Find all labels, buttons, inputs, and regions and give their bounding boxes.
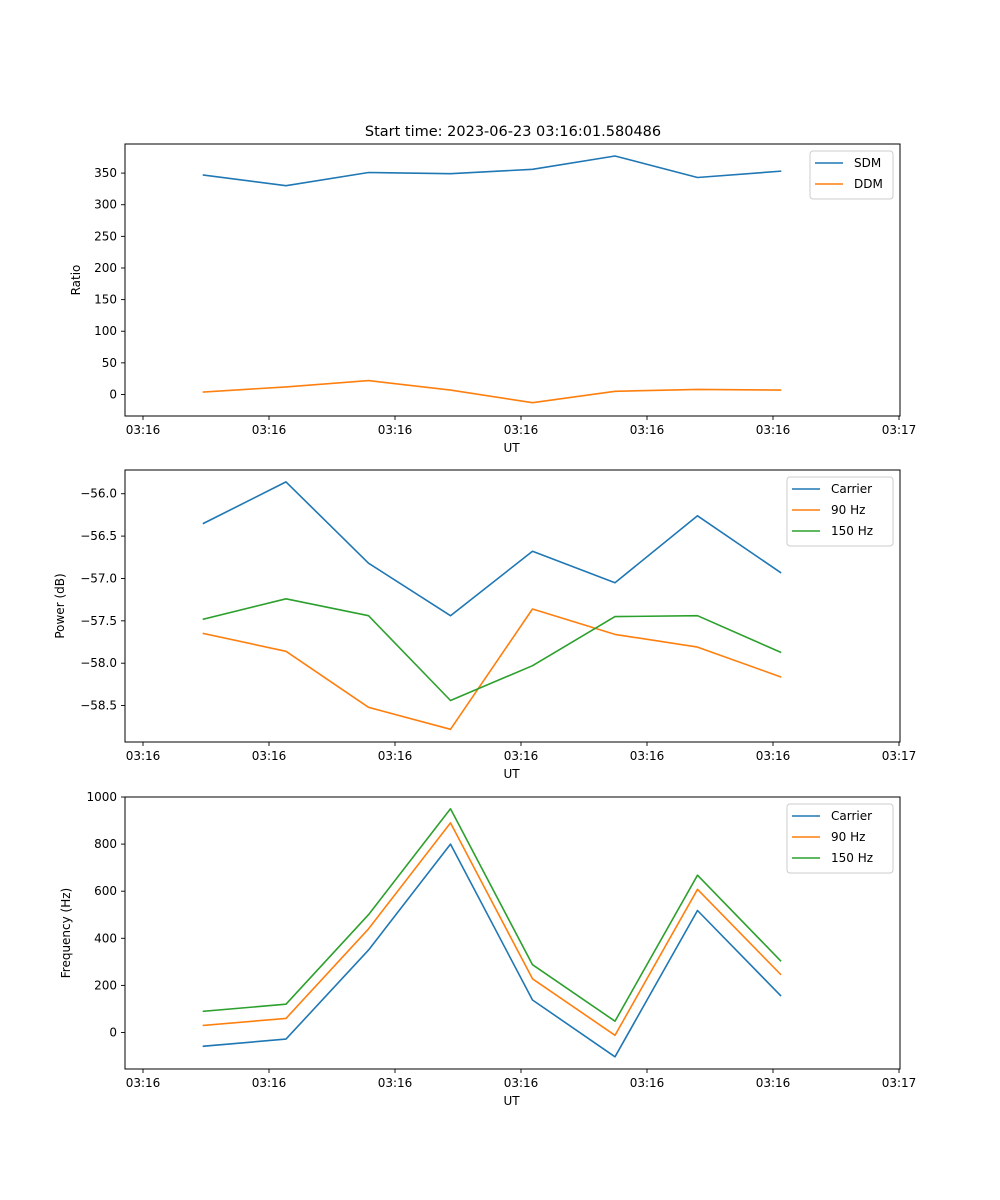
legend-label: 90 Hz	[831, 503, 865, 517]
series-line-150-hz	[202, 597, 782, 702]
x-tick-label: 03:16	[252, 423, 287, 437]
y-tick-label: −57.5	[80, 614, 117, 628]
y-tick-label: 300	[94, 198, 117, 212]
subplot-1: 0 50 100 150 200 250 300 350 03:16 03:16 03:16 03:1…	[69, 143, 917, 455]
subplot-3: 0 200 400 600 800 1000 03:16 03:16 03:16 03:16 03:…	[59, 790, 916, 1108]
legend-label: SDM	[854, 156, 881, 170]
y-tick-label: −58.0	[80, 656, 117, 670]
x-tick-label: 03:16	[126, 423, 161, 437]
x-tick-label: 03:16	[126, 1076, 161, 1090]
y-tick-label: 600	[94, 884, 117, 898]
x-tick-label: 03:16	[630, 423, 665, 437]
x-tick-label: 03:16	[504, 749, 539, 763]
legend-label: Carrier	[831, 482, 872, 496]
legend-label: 150 Hz	[831, 851, 873, 865]
series-line-90-hz	[202, 822, 782, 1037]
series-line-90-hz	[202, 608, 782, 731]
legend-box	[786, 803, 894, 874]
figure-title: Start time: 2023-06-23 03:16:01.580486	[365, 124, 661, 140]
x-tick-label: 03:16	[252, 749, 287, 763]
x-tick-label: 03:16	[756, 1076, 791, 1090]
x-tick-label: 03:16	[252, 1076, 287, 1090]
x-tick-label: 03:16	[378, 749, 413, 763]
x-tick-label: 03:16	[504, 423, 539, 437]
subplot-2: −58.5 −58.0 −57.5 −57.0 −56.5 −56.0 03:16 03:16…	[53, 469, 917, 781]
y-tick-label: −57.0	[80, 571, 117, 585]
y-tick-label: 0	[109, 1025, 117, 1039]
series-line-150-hz	[202, 807, 782, 1023]
series-line-carrier	[202, 481, 782, 617]
y-tick-label: 100	[94, 324, 117, 338]
y-tick-label: −58.5	[80, 699, 117, 713]
y-tick-label: 200	[94, 261, 117, 275]
x-axis-label: UT	[503, 441, 520, 455]
y-tick-label: 200	[94, 978, 117, 992]
legend-label: DDM	[854, 177, 883, 191]
y-tick-label: −56.0	[80, 487, 117, 501]
legend: Carrier 90 Hz 150 Hz	[786, 803, 894, 874]
x-axis-label: UT	[503, 1094, 520, 1108]
axes-frame	[124, 143, 901, 417]
legend-label: Carrier	[831, 809, 872, 823]
y-axis-label: Ratio	[69, 265, 83, 296]
axes-frame	[124, 796, 901, 1070]
x-axis-label: UT	[503, 767, 520, 781]
x-tick-label: 03:16	[630, 1076, 665, 1090]
y-tick-label: 50	[102, 356, 117, 370]
x-tick-label: 03:16	[756, 423, 791, 437]
series-line-carrier	[202, 843, 782, 1058]
x-tick-label: 03:16	[630, 749, 665, 763]
x-tick-label: 03:17	[882, 1076, 917, 1090]
legend-box	[786, 476, 894, 547]
x-tick-label: 03:16	[756, 749, 791, 763]
y-tick-label: 250	[94, 229, 117, 243]
y-axis-label: Power (dB)	[53, 573, 67, 638]
y-tick-label: 150	[94, 293, 117, 307]
legend-label: 90 Hz	[831, 830, 865, 844]
x-tick-label: 03:17	[882, 749, 917, 763]
y-tick-label: 400	[94, 931, 117, 945]
x-tick-label: 03:16	[504, 1076, 539, 1090]
series-line-ddm	[202, 379, 782, 404]
legend: Carrier 90 Hz 150 Hz	[786, 476, 894, 547]
y-tick-label: 800	[94, 837, 117, 851]
x-tick-label: 03:16	[126, 749, 161, 763]
x-tick-label: 03:16	[378, 423, 413, 437]
x-tick-label: 03:17	[882, 423, 917, 437]
y-axis-label: Frequency (Hz)	[59, 888, 73, 979]
y-tick-label: 350	[94, 166, 117, 180]
x-tick-label: 03:16	[378, 1076, 413, 1090]
legend: SDM DDM	[809, 150, 894, 200]
legend-label: 150 Hz	[831, 524, 873, 538]
y-tick-label: −56.5	[80, 529, 117, 543]
y-tick-label: 0	[109, 387, 117, 401]
series-line-sdm	[202, 155, 782, 187]
axes-frame	[124, 469, 901, 743]
y-tick-label: 1000	[86, 790, 117, 804]
